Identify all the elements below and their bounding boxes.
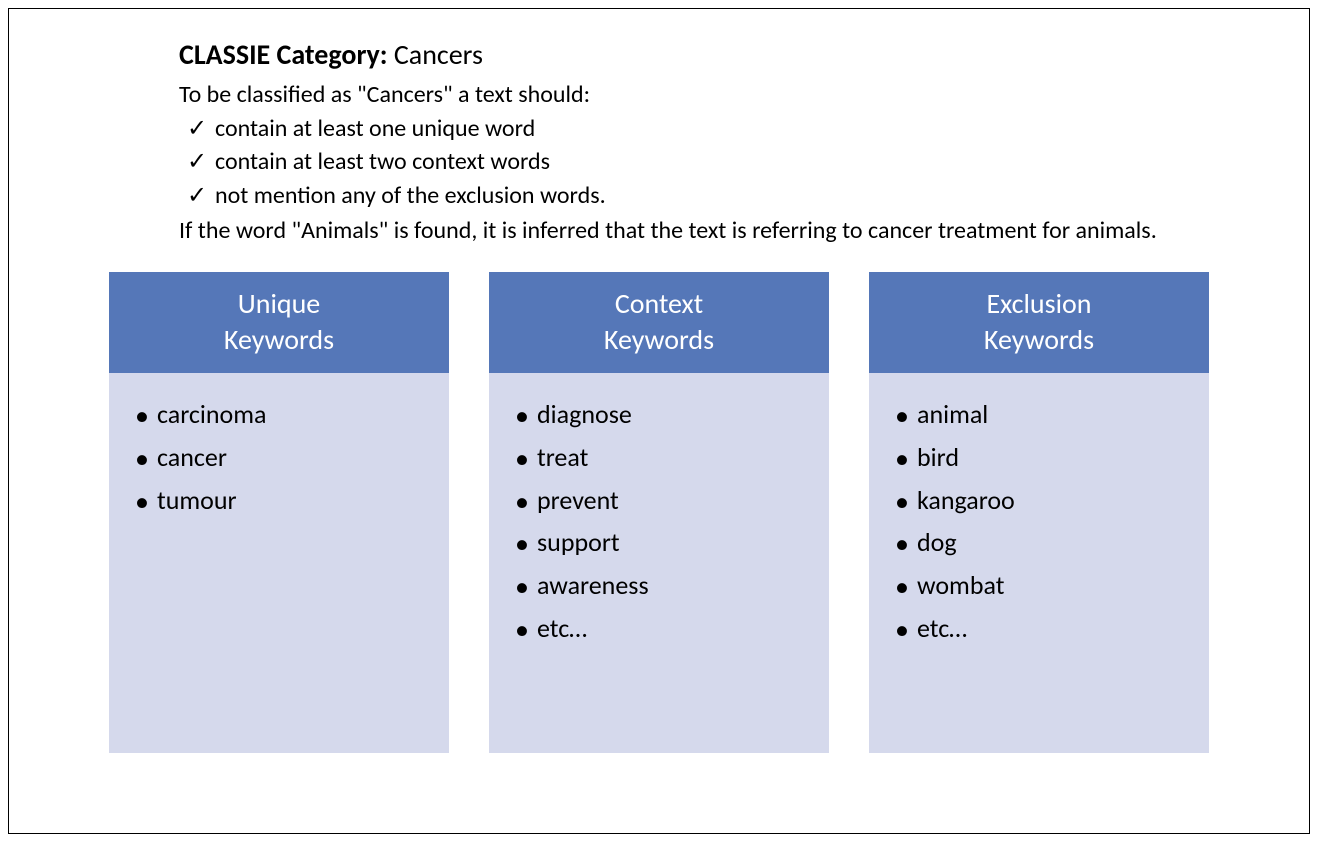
rules-list: contain at least one unique word contain…	[179, 112, 1209, 213]
rule-item: contain at least one unique word	[187, 112, 1209, 146]
list-item: cancer	[135, 436, 423, 479]
rule-item: not mention any of the exclusion words.	[187, 179, 1209, 213]
list-item: bird	[895, 436, 1183, 479]
card-title-line2: Keywords	[224, 322, 334, 357]
keyword-list: carcinoma cancer tumour	[135, 393, 423, 522]
list-item: awareness	[515, 564, 803, 607]
title-label: CLASSIE Category:	[179, 37, 388, 72]
card-title-line2: Keywords	[984, 322, 1094, 357]
card-title-line1: Unique	[238, 286, 320, 321]
list-item: etc…	[515, 607, 803, 650]
list-item: dog	[895, 521, 1183, 564]
list-item: carcinoma	[135, 393, 423, 436]
intro-text: To be classified as "Cancers" a text sho…	[179, 78, 1209, 112]
list-item: etc…	[895, 607, 1183, 650]
list-item: treat	[515, 436, 803, 479]
card-header: Unique Keywords	[109, 272, 449, 373]
card-unique-keywords: Unique Keywords carcinoma cancer tumour	[109, 272, 449, 753]
list-item: animal	[895, 393, 1183, 436]
list-item: diagnose	[515, 393, 803, 436]
list-item: wombat	[895, 564, 1183, 607]
card-title-line2: Keywords	[604, 322, 714, 357]
rule-item: contain at least two context words	[187, 145, 1209, 179]
card-exclusion-keywords: Exclusion Keywords animal bird kangaroo …	[869, 272, 1209, 753]
card-title-line1: Exclusion	[987, 286, 1092, 321]
card-body: animal bird kangaroo dog wombat etc…	[869, 373, 1209, 753]
header-section: CLASSIE Category: Cancers To be classifi…	[179, 37, 1209, 248]
page-title: CLASSIE Category: Cancers	[179, 37, 1209, 72]
list-item: tumour	[135, 479, 423, 522]
card-body: carcinoma cancer tumour	[109, 373, 449, 753]
keyword-list: animal bird kangaroo dog wombat etc…	[895, 393, 1183, 650]
card-title-line1: Context	[615, 286, 703, 321]
document-container: CLASSIE Category: Cancers To be classifi…	[8, 8, 1310, 834]
card-body: diagnose treat prevent support awareness…	[489, 373, 829, 753]
keyword-list: diagnose treat prevent support awareness…	[515, 393, 803, 650]
card-context-keywords: Context Keywords diagnose treat prevent …	[489, 272, 829, 753]
cards-row: Unique Keywords carcinoma cancer tumour …	[109, 272, 1209, 753]
list-item: kangaroo	[895, 479, 1183, 522]
footer-note: If the word "Animals" is found, it is in…	[179, 214, 1209, 248]
card-header: Exclusion Keywords	[869, 272, 1209, 373]
list-item: support	[515, 521, 803, 564]
list-item: prevent	[515, 479, 803, 522]
title-value: Cancers	[394, 37, 483, 72]
card-header: Context Keywords	[489, 272, 829, 373]
